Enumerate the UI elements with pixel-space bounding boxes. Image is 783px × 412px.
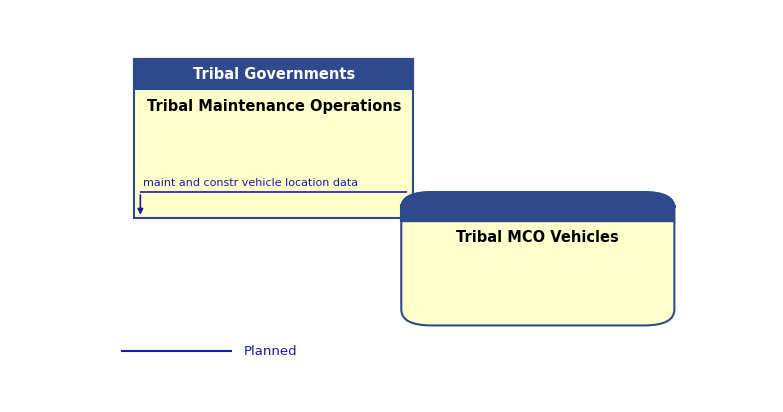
FancyBboxPatch shape [402, 192, 674, 325]
Text: Planned: Planned [244, 345, 297, 358]
Text: maint and constr vehicle location data: maint and constr vehicle location data [143, 178, 359, 188]
Text: Tribal MCO Vehicles: Tribal MCO Vehicles [456, 230, 619, 245]
FancyBboxPatch shape [135, 59, 413, 89]
FancyBboxPatch shape [402, 192, 674, 221]
Text: Tribal Governments: Tribal Governments [193, 66, 355, 82]
FancyBboxPatch shape [135, 59, 413, 218]
Bar [402, 205, 674, 221]
Text: Tribal Maintenance Operations: Tribal Maintenance Operations [146, 98, 401, 114]
